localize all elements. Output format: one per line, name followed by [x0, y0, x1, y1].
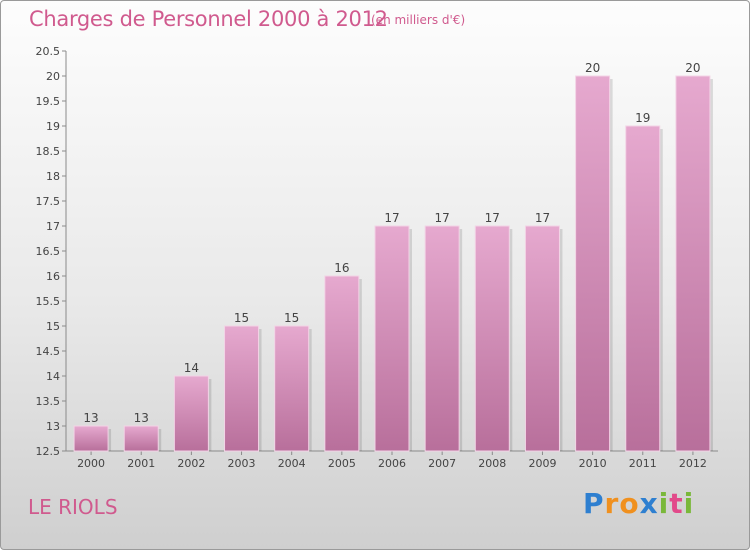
axes: 12.5 13 13.5 14 14.5 15 15.5 16 16.5 17 17.5 18 18.5… — [36, 45, 718, 470]
value-labels-group: 13 13 14 15 15 16 17 17 17 17 20 19 20 — [83, 61, 700, 425]
logo-letter: i — [658, 487, 670, 520]
x-tick-label: 2000 — [77, 457, 105, 470]
y-tick-label: 16 — [46, 270, 60, 283]
x-tick-label: 2011 — [629, 457, 657, 470]
x-tick-label: 2005 — [328, 457, 356, 470]
y-tick-label: 17.5 — [36, 195, 61, 208]
y-tick-label: 19.5 — [36, 95, 61, 108]
logo-letter: o — [619, 487, 640, 520]
bar-2011 — [625, 125, 661, 452]
y-tick-label: 20 — [46, 70, 60, 83]
x-tick-label: 2008 — [478, 457, 506, 470]
value-label: 17 — [435, 211, 450, 225]
bar-2005 — [324, 275, 360, 452]
value-label: 19 — [635, 111, 650, 125]
value-label: 16 — [334, 261, 349, 275]
y-tick-label: 16.5 — [36, 245, 61, 258]
y-tick-label: 13.5 — [36, 395, 61, 408]
value-label: 13 — [83, 411, 98, 425]
chart-title: Charges de Personnel 2000 à 2012 — [29, 7, 388, 31]
bar-2003 — [224, 325, 260, 452]
y-tick-label: 20.5 — [36, 45, 61, 58]
x-tick-label: 2004 — [278, 457, 306, 470]
value-label: 20 — [685, 61, 700, 75]
value-label: 14 — [184, 361, 199, 375]
x-tick-label: 2003 — [228, 457, 256, 470]
x-tick-label: 2012 — [679, 457, 707, 470]
y-tick-label: 14 — [46, 370, 60, 383]
logo-letter: r — [604, 487, 620, 520]
value-label: 15 — [284, 311, 299, 325]
bar-2006 — [374, 225, 410, 452]
value-label: 17 — [384, 211, 399, 225]
value-label: 17 — [485, 211, 500, 225]
chart-subtitle: (en milliers d'€) — [371, 13, 466, 27]
bar-2012 — [675, 75, 711, 452]
value-label: 15 — [234, 311, 249, 325]
x-tick-label: 2001 — [127, 457, 155, 470]
logo-letter: i — [683, 487, 695, 520]
logo-letter: t — [669, 487, 684, 520]
x-tick-label: 2002 — [177, 457, 205, 470]
bar-2009 — [524, 225, 560, 452]
proxiti-logo: Proxiti — [583, 487, 694, 520]
y-tick-label: 14.5 — [36, 345, 61, 358]
y-tick-label: 17 — [46, 220, 60, 233]
logo-letter: x — [639, 487, 659, 520]
y-tick-label: 18 — [46, 170, 60, 183]
value-label: 13 — [134, 411, 149, 425]
x-tick-label: 2010 — [579, 457, 607, 470]
y-tick-label: 18.5 — [36, 145, 61, 158]
bar-2001 — [123, 425, 159, 452]
y-tick-label: 15 — [46, 320, 60, 333]
location-label: LE RIOLS — [28, 495, 118, 519]
y-tick-label: 12.5 — [36, 445, 61, 458]
bar-2010 — [575, 75, 611, 452]
bar-2004 — [274, 325, 310, 452]
bars-group — [73, 75, 713, 452]
bar-2007 — [424, 225, 460, 452]
y-tick-label: 19 — [46, 120, 60, 133]
value-label: 17 — [535, 211, 550, 225]
logo-letter: P — [583, 487, 605, 520]
y-tick-label: 13 — [46, 420, 60, 433]
x-tick-label: 2006 — [378, 457, 406, 470]
bar-2008 — [474, 225, 510, 452]
y-tick-label: 15.5 — [36, 295, 61, 308]
value-label: 20 — [585, 61, 600, 75]
bar-2000 — [73, 425, 109, 452]
x-tick-label: 2007 — [428, 457, 456, 470]
bar-2002 — [173, 375, 209, 452]
x-tick-label: 2009 — [528, 457, 556, 470]
